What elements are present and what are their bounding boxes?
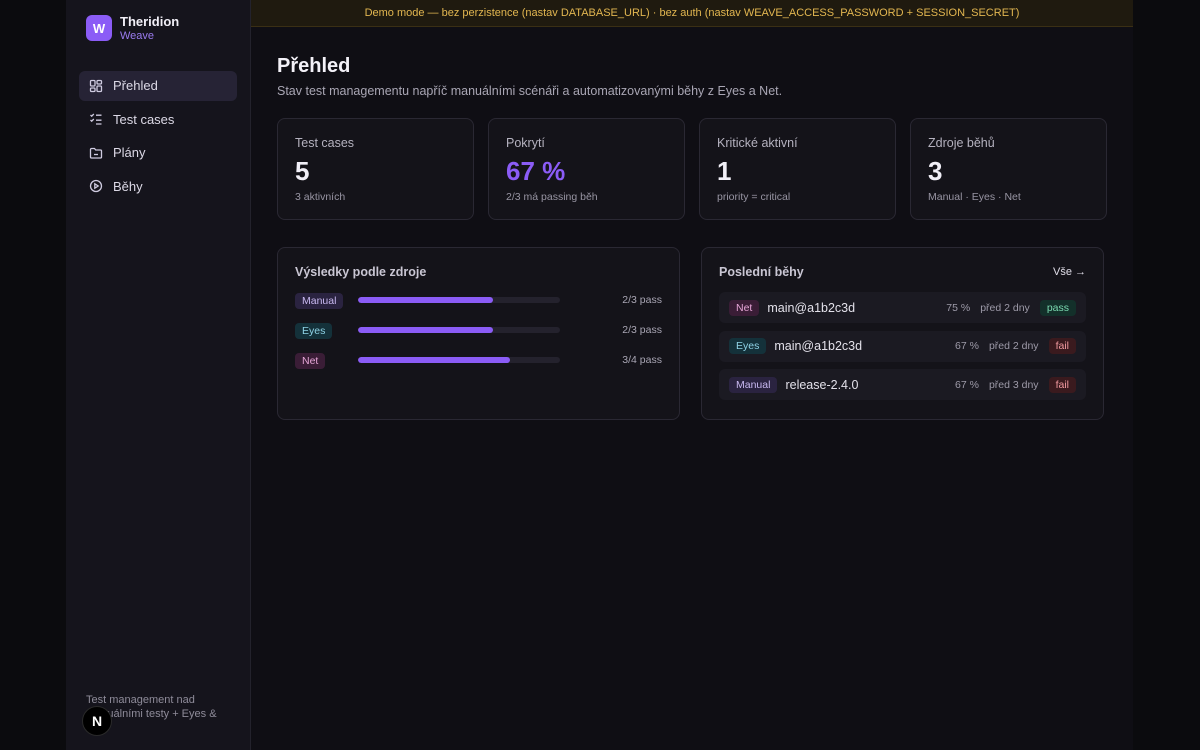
stat-label: Zdroje běhů <box>928 136 995 150</box>
stat-card-critical: Kritické aktivní 1 priority = critical <box>699 118 896 220</box>
sidebar-item-label: Plány <box>113 145 146 161</box>
source-tag: Net <box>295 353 326 369</box>
stat-card-test-cases: Test cases 5 3 aktivních <box>277 118 474 220</box>
source-row: Eyes 2/3 pass <box>295 321 662 339</box>
run-time: před 2 dny <box>988 340 1039 352</box>
brand-logo: W <box>86 15 112 42</box>
status-badge: fail <box>1048 376 1076 393</box>
stat-label: Kritické aktivní <box>717 136 798 150</box>
stat-note: 3 aktivních <box>295 191 346 203</box>
view-all-link[interactable]: Vše → <box>1052 266 1086 278</box>
pass-count: 2/3 pass <box>622 294 662 306</box>
page-subtitle: Stav test managementu napříč manuálními … <box>277 84 783 98</box>
progress-fill <box>358 297 493 303</box>
sidebar-item-label: Přehled <box>113 78 158 94</box>
framework-badge[interactable]: N <box>82 706 112 736</box>
source-tag: Eyes <box>295 323 333 339</box>
source-tag: Manual <box>295 293 344 309</box>
source-row: Net 3/4 pass <box>295 351 662 369</box>
dashboard-icon <box>89 79 103 93</box>
run-time: před 2 dny <box>980 301 1030 314</box>
stat-value: 5 <box>295 156 310 186</box>
sidebar-item-plany[interactable]: Plány <box>79 138 237 168</box>
run-row[interactable]: Eyes main@a1b2c3d 67 % před 2 dny fail <box>719 330 1086 362</box>
pass-count: 2/3 pass <box>622 324 662 336</box>
stat-label: Test cases <box>295 136 355 150</box>
app-shell: W Theridion Weave Přehled Test cases <box>66 0 1133 750</box>
sidebar-item-prehled[interactable]: Přehled <box>79 70 237 101</box>
sidebar-nav: Přehled Test cases Plány Běhy <box>66 70 250 202</box>
source-tag: Eyes <box>729 338 767 354</box>
progress-bar <box>358 327 560 333</box>
run-percent: 67 % <box>955 378 979 391</box>
run-branch: main@a1b2c3d <box>767 300 856 315</box>
stat-note: priority = critical <box>717 191 791 203</box>
checklist-icon <box>89 112 103 126</box>
run-branch: release-2.4.0 <box>785 377 859 392</box>
stat-note: Manual · Eyes · Net <box>928 191 1021 203</box>
run-percent: 75 % <box>946 301 971 314</box>
stat-cards: Test cases 5 3 aktivních Pokrytí 67 % 2/… <box>277 118 1107 220</box>
run-percent: 67 % <box>955 340 979 352</box>
stat-note: 2/3 má passing běh <box>506 191 598 203</box>
panel-title: Výsledky podle zdroje <box>295 265 427 279</box>
demo-banner: Demo mode — bez perzistence (nastav DATA… <box>251 0 1133 27</box>
progress-fill <box>358 327 493 333</box>
progress-bar <box>358 297 560 303</box>
page-title: Přehled <box>277 55 351 77</box>
run-time: před 3 dny <box>988 378 1039 391</box>
stat-value: 67 % <box>506 156 566 186</box>
progress-bar <box>358 357 560 363</box>
recent-runs-panel: Poslední běhy Vše → Net main@a1b2c3d 75 … <box>701 247 1104 420</box>
brand-sub: Weave <box>120 29 155 42</box>
folder-icon <box>89 146 103 160</box>
main-content: Demo mode — bez perzistence (nastav DATA… <box>251 0 1133 750</box>
stat-card-coverage: Pokrytí 67 % 2/3 má passing běh <box>488 118 685 220</box>
stat-label: Pokrytí <box>506 136 545 150</box>
brand-name: Theridion <box>120 14 180 29</box>
stat-value: 3 <box>928 156 943 186</box>
progress-fill <box>358 357 510 363</box>
stat-value: 1 <box>717 156 732 186</box>
source-row: Manual 2/3 pass <box>295 291 662 309</box>
brand[interactable]: W Theridion Weave <box>66 0 250 57</box>
results-by-source-panel: Výsledky podle zdroje Manual 2/3 pass Ey… <box>277 247 680 420</box>
run-row[interactable]: Manual release-2.4.0 67 % před 3 dny fai… <box>719 369 1086 400</box>
source-tag: Net <box>729 299 760 316</box>
run-branch: main@a1b2c3d <box>774 339 863 353</box>
panel-title: Poslední běhy <box>719 265 804 279</box>
run-row[interactable]: Net main@a1b2c3d 75 % před 2 dny pass <box>719 292 1086 323</box>
source-tag: Manual <box>729 376 778 393</box>
status-badge: fail <box>1048 338 1076 354</box>
sidebar-item-label: Běhy <box>113 178 143 194</box>
sidebar-item-label: Test cases <box>113 111 175 127</box>
play-circle-icon <box>89 179 103 193</box>
stat-card-run-sources: Zdroje běhů 3 Manual · Eyes · Net <box>910 118 1107 220</box>
sidebar-item-test-cases[interactable]: Test cases <box>79 104 237 134</box>
pass-count: 3/4 pass <box>622 354 662 366</box>
sidebar: W Theridion Weave Přehled Test cases <box>66 0 251 750</box>
sidebar-item-behy[interactable]: Běhy <box>79 171 237 201</box>
status-badge: pass <box>1039 299 1076 316</box>
